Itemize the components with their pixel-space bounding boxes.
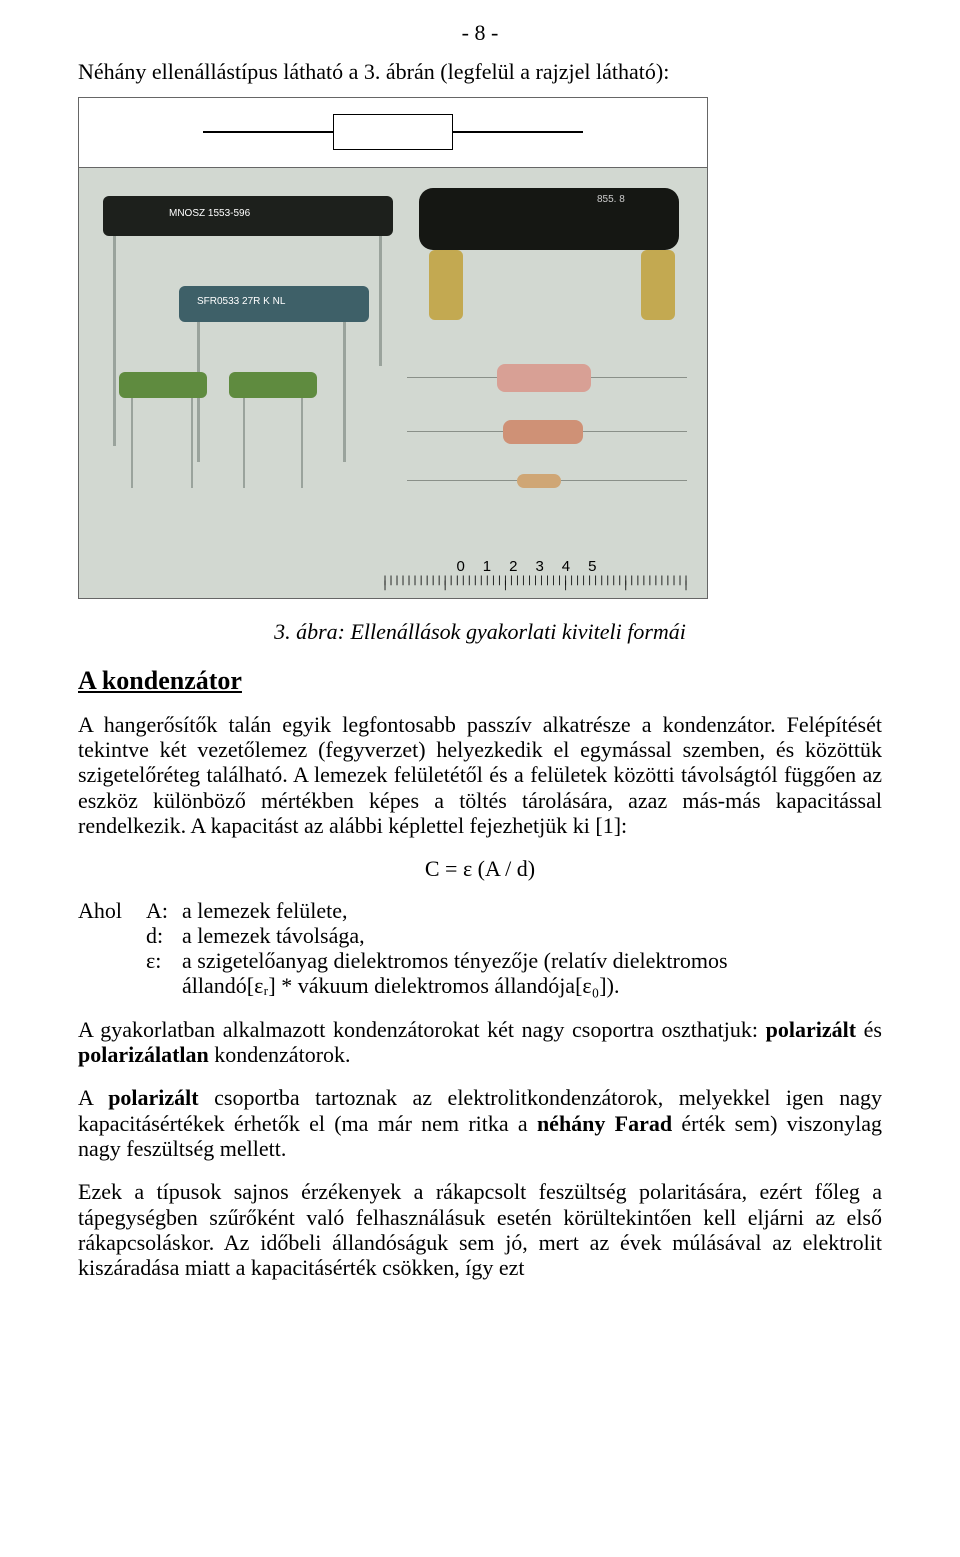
where-def-A: a lemezek felülete, bbox=[182, 898, 882, 923]
p3d: néhány Farad bbox=[537, 1111, 672, 1136]
paragraph-sensitivity: Ezek a típusok sajnos érzékenyek a rákap… bbox=[78, 1179, 882, 1280]
p2e: kondenzátorok. bbox=[209, 1042, 351, 1067]
p2a: A gyakorlatban alkalmazott kondenzátorok… bbox=[78, 1017, 766, 1042]
where-def-eps-2: állandó[εᵣ] * vákuum dielektromos álland… bbox=[78, 973, 882, 998]
paragraph-groups: A gyakorlatban alkalmazott kondenzátorok… bbox=[78, 1017, 882, 1068]
where-head: Ahol bbox=[78, 898, 146, 923]
formula-definitions: Ahol A: a lemezek felülete, d: a lemezek… bbox=[78, 898, 882, 999]
where-symbol-A: A: bbox=[146, 898, 182, 923]
resistor-photo: MNOSZ 1553-596 855. 8 SFR0533 27R K NL bbox=[79, 168, 707, 598]
where-def-eps-1: a szigetelőanyag dielektromos tényezője … bbox=[182, 948, 882, 973]
scale-ruler: 012345 |||||||||||||||||||||||||||||||||… bbox=[382, 558, 689, 587]
where-symbol-d: d: bbox=[146, 923, 182, 948]
capacitance-formula: C = ε (A / d) bbox=[78, 856, 882, 881]
p2b: polarizált bbox=[766, 1017, 856, 1042]
paragraph-polarized: A polarizált csoportba tartoznak az elek… bbox=[78, 1085, 882, 1161]
figure-3: MNOSZ 1553-596 855. 8 SFR0533 27R K NL bbox=[78, 97, 708, 599]
p3b: polarizált bbox=[108, 1085, 198, 1110]
page-number: - 8 - bbox=[78, 20, 882, 45]
where-def-d: a lemezek távolsága, bbox=[182, 923, 882, 948]
figure-intro: Néhány ellenállástípus látható a 3. ábrá… bbox=[78, 59, 882, 84]
p3a: A bbox=[78, 1085, 108, 1110]
p2d: polarizálatlan bbox=[78, 1042, 209, 1067]
figure-caption: 3. ábra: Ellenállások gyakorlati kivitel… bbox=[78, 619, 882, 644]
paragraph-capacitor-intro: A hangerősítők talán egyik legfontosabb … bbox=[78, 712, 882, 838]
component-label-3: 855. 8 bbox=[597, 194, 625, 206]
p2c: és bbox=[856, 1017, 882, 1042]
component-label-2: SFR0533 27R K NL bbox=[197, 296, 285, 308]
section-title-kondenzator: A kondenzátor bbox=[78, 666, 882, 696]
ruler-numbers: 012345 bbox=[382, 558, 689, 575]
where-symbol-eps: ε: bbox=[146, 948, 182, 973]
resistor-schematic-symbol bbox=[79, 98, 707, 168]
component-label-1: MNOSZ 1553-596 bbox=[169, 208, 250, 220]
